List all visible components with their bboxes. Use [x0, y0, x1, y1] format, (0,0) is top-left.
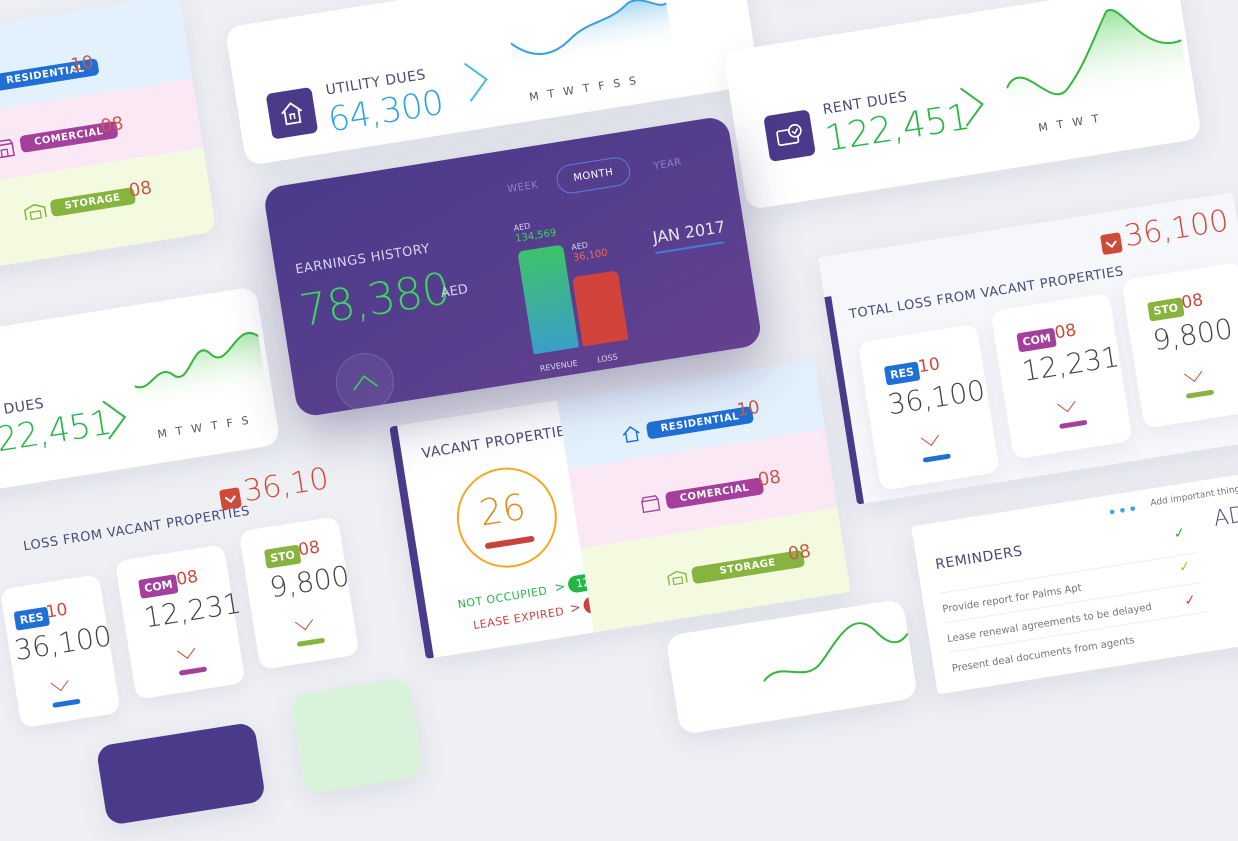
earnings-bar-chart: AED 134,569 AED 36,100 REVENUE LOSS [507, 191, 682, 382]
lease-expired-label[interactable]: LEASE EXPIRED [472, 604, 566, 633]
not-occupied-label[interactable]: NOT OCCUPIED [456, 584, 549, 612]
reminders-card: ••• Add important things to remember REM… [911, 467, 1238, 695]
vacant-storage-icon [665, 568, 690, 591]
utility-dues-card[interactable]: UTILITY DUES 64,300 MTWTFSS [224, 0, 761, 166]
utility-dues-chevron-icon[interactable] [448, 62, 488, 102]
left-res-bar [52, 698, 81, 708]
not-occupied-chevron-icon: > [553, 579, 567, 596]
earnings-value: 78,380 [296, 263, 454, 338]
left-res-tag: RES [13, 606, 50, 631]
vacant-count: 26 [476, 486, 529, 535]
vacant-properties-card: VACANT PROPERTIES 26 NOT OCCUPIED > 12 L… [389, 359, 851, 660]
left-sparkline [134, 332, 268, 416]
utility-sparkline [510, 0, 674, 73]
rent-weekdays: MTWT [1037, 110, 1109, 135]
left-total-loss-value: 36,10 [240, 461, 332, 510]
vacant-residential-count: 10 [735, 396, 762, 422]
vacant-comercial-count: 08 [756, 466, 783, 491]
bottom-sparkline [762, 622, 909, 683]
shop-icon [0, 137, 17, 164]
check-icon[interactable]: ✓ [1172, 524, 1187, 543]
loss-axis-label: LOSS [596, 352, 619, 365]
com-bar [1059, 419, 1088, 430]
reminders-more-icon[interactable]: ••• [1106, 498, 1140, 523]
sto-down-icon [1184, 363, 1203, 383]
earnings-currency: AED [439, 282, 469, 302]
loss-bar[interactable] [572, 270, 629, 347]
chevron-up-icon [353, 375, 379, 391]
tab-month[interactable]: MONTH [554, 155, 633, 196]
vacant-title: VACANT PROPERTIES [420, 421, 577, 463]
rent-sparkline [1005, 8, 1190, 118]
rent-dues-card[interactable]: RENT DUES 122,451 MTWT [722, 0, 1203, 211]
card-check-icon [763, 109, 816, 162]
vacant-home-icon [620, 424, 643, 449]
sto-bar [1185, 389, 1215, 399]
residential-count: 10 [69, 51, 96, 77]
check-icon[interactable]: ✓ [1183, 591, 1198, 610]
left-total-loss-section: LOSS FROM VACANT PROPERTIES 36,10 RES 10… [0, 441, 405, 777]
left-sto-count: 08 [296, 537, 322, 561]
left-res-down-icon [50, 673, 69, 692]
left-com-card[interactable]: COM 08 12,231 [114, 544, 246, 700]
utility-weekdays: MTWTFSS [528, 72, 646, 104]
left-res-card[interactable]: RES 10 36,100 [0, 574, 121, 729]
left-res-count: 10 [44, 599, 70, 623]
com-count: 08 [1053, 320, 1078, 344]
left-dues-card[interactable]: DUES 22,451 MTWTFS [0, 286, 281, 496]
vacant-shop-icon [639, 494, 662, 519]
sto-loss-card[interactable]: STO 08 9,800 [1121, 261, 1238, 429]
earnings-history-card: WEEK MONTH YEAR EARNINGS HISTORY 78,380 … [262, 115, 763, 418]
reminders-title: REMINDERS [934, 543, 1024, 574]
left-com-tag: COM [138, 574, 179, 599]
left-weekdays: MTWTFS [156, 412, 259, 442]
house-plug-icon [265, 86, 319, 140]
res-down-icon [920, 427, 940, 447]
bottom-sparkline-card [665, 598, 919, 736]
comercial-count: 08 [99, 112, 125, 138]
revenue-bar[interactable] [517, 244, 580, 355]
revenue-axis-label: REVENUE [539, 358, 579, 374]
left-loss-down-badge-icon [219, 487, 242, 511]
check-icon[interactable]: ✓ [1177, 558, 1192, 576]
res-count: 10 [916, 354, 942, 378]
sto-count: 08 [1180, 290, 1205, 314]
vacant-storage-count: 08 [786, 540, 813, 565]
left-sto-down-icon [294, 612, 314, 631]
reminders-add-hint: Add important things to remember [1149, 474, 1238, 509]
left-com-down-icon [177, 640, 196, 659]
storage-count: 08 [127, 177, 154, 202]
storage-icon [22, 201, 49, 226]
left-sto-tag: STO [263, 544, 302, 569]
sto-tag: STO [1147, 297, 1185, 322]
left-com-bar [178, 666, 208, 676]
green-card-bottom [290, 676, 425, 795]
tab-week[interactable]: WEEK [506, 179, 540, 196]
com-down-icon [1057, 394, 1076, 413]
res-bar [922, 453, 952, 463]
earnings-toggle-button[interactable] [331, 348, 399, 416]
left-sto-bar [296, 637, 326, 647]
total-loss-card: TOTAL LOSS FROM VACANT PROPERTIES 36,100… [818, 192, 1238, 505]
left-com-count: 08 [174, 566, 200, 590]
res-loss-card[interactable]: RES 10 36,100 [857, 323, 1000, 491]
total-loss-down-badge-icon [1099, 232, 1123, 256]
left-sto-card[interactable]: STO 08 9,800 [238, 516, 360, 670]
category-card-top-left: RESIDENTIAL 10 COMERCIAL 08 STORAGE 08 [0, 0, 217, 274]
com-tag: COM [1016, 327, 1058, 353]
lease-expired-chevron-icon: > [568, 600, 582, 617]
total-loss-value: 36,100 [1121, 203, 1231, 255]
res-tag: RES [883, 361, 921, 386]
tab-year[interactable]: YEAR [652, 156, 683, 173]
com-loss-card[interactable]: COM 08 12,231 [990, 292, 1133, 460]
reminders-add-button[interactable]: ADD [1211, 499, 1238, 532]
